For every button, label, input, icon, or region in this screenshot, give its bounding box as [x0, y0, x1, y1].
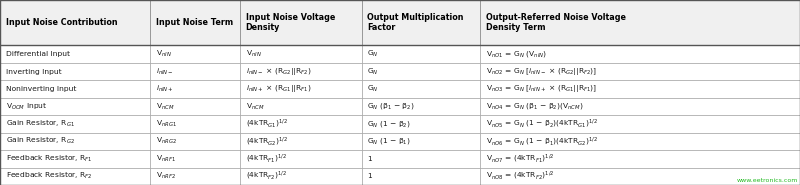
Text: V$_{nO8}$ = (4kTR$_{F2}$)$^{1/2}$: V$_{nO8}$ = (4kTR$_{F2}$)$^{1/2}$	[486, 170, 554, 182]
Bar	[240, 133, 362, 150]
Bar	[362, 150, 480, 168]
Text: V$_{nO7}$ = (4kTR$_{F1}$)$^{1/2}$: V$_{nO7}$ = (4kTR$_{F1}$)$^{1/2}$	[486, 153, 554, 165]
Bar	[0, 45, 150, 63]
Bar	[240, 63, 362, 80]
Bar	[362, 0, 480, 45]
Bar	[0, 150, 150, 168]
Text: G$_N$: G$_N$	[367, 66, 379, 77]
Bar	[150, 98, 240, 115]
Text: $i_{nIN+}$ × (R$_{G1}$||R$_{F1}$): $i_{nIN+}$ × (R$_{G1}$||R$_{F1}$)	[246, 83, 311, 95]
Text: Output-Referred Noise Voltage
Density Term: Output-Referred Noise Voltage Density Te…	[486, 13, 626, 32]
Bar	[362, 98, 480, 115]
Text: V$_{nO1}$ = G$_N$ (V$_{nIN}$): V$_{nO1}$ = G$_N$ (V$_{nIN}$)	[486, 49, 546, 59]
Text: V$_{nO4}$ = G$_N$ (β$_1$ − β$_2$)(V$_{nCM}$): V$_{nO4}$ = G$_N$ (β$_1$ − β$_2$)(V$_{nC…	[486, 101, 583, 111]
Text: Input Noise Voltage
Density: Input Noise Voltage Density	[246, 13, 335, 32]
Text: $i_{nIN-}$ × (R$_{G2}$||R$_{F2}$): $i_{nIN-}$ × (R$_{G2}$||R$_{F2}$)	[246, 66, 311, 77]
Text: V$_{nO3}$ = G$_N$ [$i_{nIN+}$ × (R$_{G1}$||R$_{F1}$)]: V$_{nO3}$ = G$_N$ [$i_{nIN+}$ × (R$_{G1}…	[486, 83, 597, 95]
Bar	[150, 80, 240, 98]
Text: V$_{nRF2}$: V$_{nRF2}$	[156, 171, 176, 181]
Text: Feedback Resistor, R$_{F1}$: Feedback Resistor, R$_{F1}$	[6, 154, 92, 164]
Text: V$_{OCM}$ Input: V$_{OCM}$ Input	[6, 101, 47, 112]
Text: G$_N$ (1 − β$_2$): G$_N$ (1 − β$_2$)	[367, 119, 411, 129]
Bar	[362, 115, 480, 133]
Text: V$_{nCM}$: V$_{nCM}$	[156, 101, 174, 112]
Text: (4kTR$_{F1}$)$^{1/2}$: (4kTR$_{F1}$)$^{1/2}$	[246, 153, 286, 165]
Text: V$_{nO5}$ = G$_N$ (1 − β$_2$)(4kTR$_{G1}$)$^{1/2}$: V$_{nO5}$ = G$_N$ (1 − β$_2$)(4kTR$_{G1}…	[486, 118, 598, 130]
Bar	[240, 168, 362, 185]
Text: V$_{nRG1}$: V$_{nRG1}$	[156, 119, 177, 129]
Text: G$_N$ (1 − β$_1$): G$_N$ (1 − β$_1$)	[367, 136, 411, 146]
Text: (4kTR$_{F2}$)$^{1/2}$: (4kTR$_{F2}$)$^{1/2}$	[246, 170, 286, 182]
Bar	[150, 45, 240, 63]
Bar	[480, 133, 800, 150]
Text: Output Multiplication
Factor: Output Multiplication Factor	[367, 13, 464, 32]
Text: V$_{nIN}$: V$_{nIN}$	[246, 49, 262, 59]
Bar	[480, 150, 800, 168]
Bar	[0, 168, 150, 185]
Bar	[362, 63, 480, 80]
Bar	[240, 80, 362, 98]
Bar	[362, 80, 480, 98]
Text: www.eetronics.com: www.eetronics.com	[737, 178, 798, 183]
Bar	[480, 0, 800, 45]
Bar	[0, 0, 150, 45]
Text: V$_{nCM}$: V$_{nCM}$	[246, 101, 264, 112]
Text: V$_{nRF1}$: V$_{nRF1}$	[156, 154, 176, 164]
Bar	[0, 98, 150, 115]
Text: G$_N$ (β$_1$ − β$_2$): G$_N$ (β$_1$ − β$_2$)	[367, 101, 414, 111]
Bar	[480, 63, 800, 80]
Bar	[480, 168, 800, 185]
Text: $i_{nIN-}$: $i_{nIN-}$	[156, 66, 174, 77]
Bar	[0, 80, 150, 98]
Bar	[0, 133, 150, 150]
Bar	[240, 45, 362, 63]
Bar	[240, 0, 362, 45]
Text: 1: 1	[367, 173, 372, 179]
Text: Input Noise Contribution: Input Noise Contribution	[6, 18, 118, 27]
Bar	[150, 133, 240, 150]
Text: G$_N$: G$_N$	[367, 49, 379, 59]
Bar	[150, 150, 240, 168]
Text: Feedback Resistor, R$_{F2}$: Feedback Resistor, R$_{F2}$	[6, 171, 92, 181]
Bar	[150, 0, 240, 45]
Bar	[240, 98, 362, 115]
Bar	[240, 150, 362, 168]
Text: V$_{nO2}$ = G$_N$ [$i_{nIN-}$ × (R$_{G2}$||R$_{F2}$)]: V$_{nO2}$ = G$_N$ [$i_{nIN-}$ × (R$_{G2}…	[486, 66, 597, 77]
Bar	[362, 133, 480, 150]
Text: Noninverting Input: Noninverting Input	[6, 86, 76, 92]
Text: Gain Resistor, R$_{G2}$: Gain Resistor, R$_{G2}$	[6, 136, 74, 147]
Bar	[150, 115, 240, 133]
Bar	[480, 80, 800, 98]
Bar	[362, 45, 480, 63]
Bar	[240, 115, 362, 133]
Text: $i_{nIN+}$: $i_{nIN+}$	[156, 84, 174, 94]
Text: (4kTR$_{G1}$)$^{1/2}$: (4kTR$_{G1}$)$^{1/2}$	[246, 118, 288, 130]
Text: G$_N$: G$_N$	[367, 84, 379, 94]
Text: Inverting Input: Inverting Input	[6, 68, 62, 75]
Bar	[0, 115, 150, 133]
Bar	[362, 168, 480, 185]
Text: V$_{nIN}$: V$_{nIN}$	[156, 49, 172, 59]
Text: 1: 1	[367, 156, 372, 162]
Text: Input Noise Term: Input Noise Term	[156, 18, 233, 27]
Text: (4kTR$_{G2}$)$^{1/2}$: (4kTR$_{G2}$)$^{1/2}$	[246, 135, 288, 147]
Bar	[150, 63, 240, 80]
Text: V$_{nRG2}$: V$_{nRG2}$	[156, 136, 177, 147]
Bar	[480, 98, 800, 115]
Bar	[0, 63, 150, 80]
Text: Differential Input: Differential Input	[6, 51, 70, 57]
Bar	[480, 115, 800, 133]
Text: Gain Resistor, R$_{G1}$: Gain Resistor, R$_{G1}$	[6, 119, 74, 129]
Bar	[480, 45, 800, 63]
Bar	[150, 168, 240, 185]
Text: V$_{nO6}$ = G$_N$ (1 − β$_1$)(4kTR$_{G2}$)$^{1/2}$: V$_{nO6}$ = G$_N$ (1 − β$_1$)(4kTR$_{G2}…	[486, 135, 598, 147]
